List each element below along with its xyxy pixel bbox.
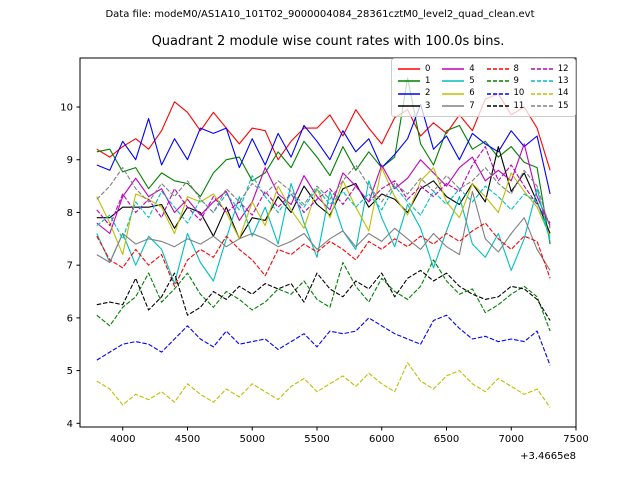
x-tick-label: 5000 bbox=[240, 434, 265, 445]
legend-label: 9 bbox=[513, 76, 519, 87]
legend-item-4: 4 bbox=[442, 63, 480, 75]
legend-item-12: 12 bbox=[530, 63, 569, 75]
y-tick-label: 9 bbox=[67, 155, 73, 166]
series-line-8 bbox=[96, 222, 551, 287]
legend-item-10: 10 bbox=[486, 88, 525, 100]
series-line-10 bbox=[96, 314, 551, 366]
series-line-14 bbox=[96, 362, 551, 408]
legend-label: 6 bbox=[469, 88, 475, 99]
legend-line-sample bbox=[398, 92, 420, 95]
legend-item-6: 6 bbox=[442, 88, 480, 100]
legend-item-2: 2 bbox=[398, 88, 436, 100]
x-tick-label: 6000 bbox=[369, 434, 394, 445]
legend-line-sample bbox=[486, 105, 509, 107]
legend-label: 15 bbox=[557, 100, 569, 111]
datafile-label: Data file: modeM0/AS1A10_101T02_90000040… bbox=[105, 9, 535, 20]
legend-label: 5 bbox=[469, 76, 475, 87]
axes-frame bbox=[79, 57, 577, 428]
legend-label: 0 bbox=[425, 63, 431, 74]
series-line-15 bbox=[96, 164, 551, 229]
legend-line-sample bbox=[398, 68, 420, 70]
x-tick-label: 4500 bbox=[175, 434, 200, 445]
legend-line-sample bbox=[486, 80, 509, 83]
x-tick-label: 4000 bbox=[110, 434, 135, 445]
x-tick-label: 7500 bbox=[563, 434, 588, 445]
x-tick-label: 6500 bbox=[434, 434, 459, 445]
legend-line-sample bbox=[530, 80, 553, 83]
y-tick-label: 5 bbox=[67, 366, 73, 377]
legend-label: 11 bbox=[513, 100, 525, 111]
x-tick-label: 7000 bbox=[499, 434, 524, 445]
legend-item-13: 13 bbox=[530, 75, 569, 87]
legend-line-sample bbox=[530, 92, 553, 95]
legend-label: 13 bbox=[557, 76, 569, 87]
legend-item-8: 8 bbox=[486, 63, 525, 75]
y-tick-label: 4 bbox=[67, 419, 73, 430]
series-line-12 bbox=[96, 146, 551, 227]
legend: 0 1 2 3 4 5 6 7 8 9 10 11 12 13 14 15 bbox=[391, 58, 576, 117]
legend-item-9: 9 bbox=[486, 75, 525, 87]
series-line-1 bbox=[96, 77, 551, 245]
legend-line-sample bbox=[442, 80, 465, 83]
legend-line-sample bbox=[442, 92, 465, 95]
legend-label: 7 bbox=[469, 100, 475, 111]
legend-label: 2 bbox=[425, 88, 431, 99]
legend-line-sample bbox=[486, 92, 509, 95]
legend-line-sample bbox=[486, 68, 509, 70]
series-line-3 bbox=[96, 146, 551, 240]
legend-line-sample bbox=[530, 105, 553, 107]
x-tick-label: 5500 bbox=[304, 434, 329, 445]
legend-label: 4 bbox=[469, 63, 475, 74]
legend-item-11: 11 bbox=[486, 100, 525, 112]
y-tick-label: 7 bbox=[67, 261, 73, 272]
legend-label: 14 bbox=[557, 88, 569, 99]
y-tick-label: 10 bbox=[60, 103, 73, 114]
series-line-11 bbox=[96, 269, 551, 321]
legend-line-sample bbox=[442, 68, 465, 70]
series-line-0 bbox=[96, 93, 551, 171]
legend-line-sample bbox=[398, 80, 420, 83]
x-axis-offset-label: +3.4665e8 bbox=[520, 451, 576, 462]
series-line-13 bbox=[96, 175, 551, 240]
legend-label: 1 bbox=[425, 76, 431, 87]
legend-item-15: 15 bbox=[530, 100, 569, 112]
y-tick-label: 8 bbox=[67, 208, 73, 219]
legend-label: 12 bbox=[557, 63, 569, 74]
chart-title: Quadrant 2 module wise count rates with … bbox=[151, 34, 505, 49]
legend-item-14: 14 bbox=[530, 88, 569, 100]
legend-label: 8 bbox=[513, 63, 519, 74]
legend-line-sample bbox=[530, 68, 553, 70]
legend-line-sample bbox=[398, 105, 420, 107]
legend-item-5: 5 bbox=[442, 75, 480, 87]
legend-item-7: 7 bbox=[442, 100, 480, 112]
y-tick-label: 6 bbox=[67, 313, 73, 324]
series-line-9 bbox=[96, 259, 551, 332]
legend-item-3: 3 bbox=[398, 100, 436, 112]
series-line-6 bbox=[96, 167, 551, 256]
legend-label: 3 bbox=[425, 100, 431, 111]
legend-line-sample bbox=[442, 105, 465, 107]
legend-item-1: 1 bbox=[398, 75, 436, 87]
series-line-2 bbox=[96, 103, 551, 195]
legend-label: 10 bbox=[513, 88, 525, 99]
legend-item-0: 0 bbox=[398, 63, 436, 75]
